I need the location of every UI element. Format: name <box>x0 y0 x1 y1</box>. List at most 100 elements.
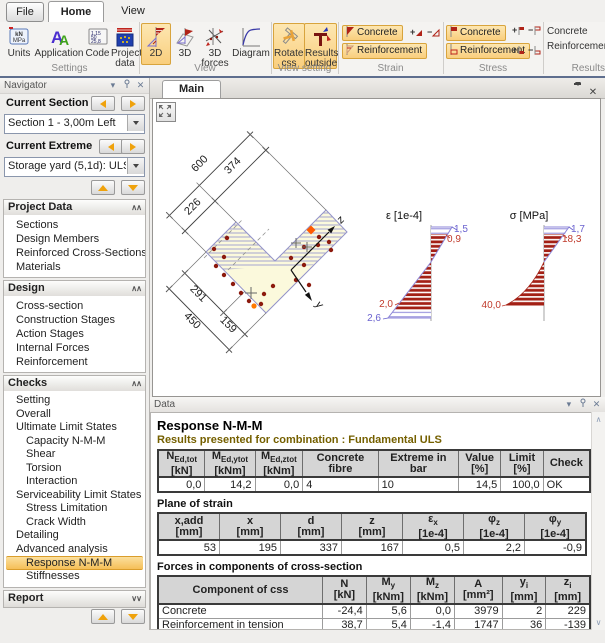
results-reinforcement-label[interactable]: Reinforcement <box>547 41 605 52</box>
cross-section-drawing: 600 374 226 291 159 450 <box>165 131 585 354</box>
stress-concrete-button[interactable]: Concrete <box>446 25 506 41</box>
stress-remove-bottom-icon[interactable]: − <box>526 44 541 58</box>
ribbon-group-view: 2D 3D 3D forces Diagram View <box>139 22 272 74</box>
units-button[interactable]: kN MPa Units <box>3 23 35 65</box>
group-label-view-setting: View setting <box>277 63 332 74</box>
panel-menu-icon[interactable]: ▾ <box>110 80 116 90</box>
table-row: Reinforcement in tension 38,7 5,4 -1,4 1747 3… <box>157 617 591 629</box>
navgroup-checks[interactable]: Checks ∧∧ <box>3 375 146 393</box>
nav-item-detailing[interactable]: Detailing <box>16 529 59 541</box>
view-2d-button[interactable]: 2D <box>141 23 171 65</box>
collapse-icon[interactable]: ∧∧ <box>131 203 142 212</box>
col-z: z [mm] <box>341 512 403 542</box>
nav-item-response-nmm[interactable]: Response N-M-M <box>6 556 143 570</box>
data-scrollbar[interactable]: ∧ ∨ <box>591 412 605 630</box>
scroll-down-icon[interactable]: ∨ <box>595 618 602 627</box>
close-icon[interactable]: ✕ <box>592 399 601 409</box>
results-subtitle: Results presented for combination : Fund… <box>157 434 442 446</box>
col-yi: yi [mm] <box>501 575 547 605</box>
svg-text:−: − <box>528 25 533 35</box>
dim-291: 291 <box>187 283 208 304</box>
view-3d-button[interactable]: 3D <box>171 23 199 65</box>
nav-item-stress-limitation[interactable]: Stress Limitation <box>26 502 108 514</box>
nav-item-interaction[interactable]: Interaction <box>26 475 78 487</box>
navgroup-report[interactable]: Report ∨∨ <box>3 590 146 608</box>
stress-reinforcement-button[interactable]: Reinforcement <box>446 43 531 59</box>
prev-section-button[interactable] <box>90 96 115 111</box>
nav-item-advanced-analysis[interactable]: Advanced analysis <box>16 542 108 555</box>
current-extreme-select[interactable]: Storage yard (5,1d): ULS Fundar <box>4 157 145 177</box>
col-mz: Mz [kNm] <box>409 575 455 605</box>
extension-lines-left <box>166 251 267 353</box>
collapse-icon[interactable]: ∧∧ <box>131 379 142 388</box>
combo-arrow-icon[interactable] <box>127 115 144 131</box>
pin-icon[interactable] <box>121 79 132 90</box>
group-label-results: Results <box>571 63 605 74</box>
strain-concrete-button[interactable]: Concrete <box>342 25 403 41</box>
project-data-button[interactable]: Project data <box>110 23 142 69</box>
tab-view[interactable]: View <box>121 5 145 17</box>
drawing-canvas[interactable]: 600 374 226 291 159 450 <box>152 98 601 397</box>
stress-add-bottom-icon[interactable]: + <box>510 44 525 58</box>
results-concrete-label[interactable]: Concrete <box>547 26 588 37</box>
close-icon[interactable]: ✕ <box>588 87 598 98</box>
nav-item-shear[interactable]: Shear <box>26 448 56 460</box>
plane-of-strain-table: x,add [mm] x [mm] d [mm] z [mm] εx [1e-4] φz[… <box>157 512 587 557</box>
nav-item-reinforced-cross-sections[interactable]: Reinforced Cross-Sections <box>16 247 145 259</box>
stress-bottom-value: 40,0 <box>482 300 502 311</box>
nav-item-sections[interactable]: Sections <box>16 219 59 231</box>
strain-top-inner-value: 0,9 <box>447 234 461 245</box>
extreme-down-button[interactable] <box>121 180 145 195</box>
nav-item-materials[interactable]: Materials <box>16 261 61 273</box>
next-section-button[interactable] <box>121 96 145 111</box>
collapse-icon[interactable]: ∧∧ <box>131 284 142 293</box>
pin-icon[interactable] <box>577 398 588 409</box>
window-position-icon[interactable] <box>572 82 584 98</box>
strain-remove-icon[interactable]: − <box>425 26 440 40</box>
nav-item-internal-forces[interactable]: Internal Forces <box>16 342 90 354</box>
data-panel: Data ▾ ✕ Response N-M-M Results presente… <box>150 397 605 630</box>
nav-item-stiffnesses[interactable]: Stiffnesses <box>26 570 80 582</box>
col-d: d [mm] <box>280 512 342 542</box>
nav-item-serviceability-limit-states[interactable]: Serviceability Limit States <box>16 488 142 501</box>
prev-extreme-button[interactable] <box>99 139 123 154</box>
nav-item-torsion[interactable]: Torsion <box>26 461 62 474</box>
nav-item-reinforcement[interactable]: Reinforcement <box>16 356 88 368</box>
panel-menu-icon[interactable]: ▾ <box>566 399 572 409</box>
nav-item-action-stages[interactable]: Action Stages <box>16 328 84 340</box>
view-3d-forces-button[interactable]: 3D forces <box>197 23 233 69</box>
stress-add-top-icon[interactable]: + <box>510 24 525 38</box>
tab-main[interactable]: Main <box>162 80 222 98</box>
nav-item-overall[interactable]: Overall <box>16 407 51 420</box>
tab-home[interactable]: Home <box>48 1 104 23</box>
nav-item-design-members[interactable]: Design Members <box>16 233 100 245</box>
nav-item-setting[interactable]: Setting <box>16 394 51 406</box>
current-section-select[interactable]: Section 1 - 3,00m Left <box>4 114 145 134</box>
navigator-panel: Navigator ▾ ✕ Current Section Section 1 … <box>0 78 150 630</box>
strain-reinforcement-button[interactable]: Reinforcement <box>342 43 428 59</box>
nav-item-cross-section[interactable]: Cross-section <box>16 300 84 312</box>
zoom-fit-button[interactable] <box>156 102 176 122</box>
view-diagram-button[interactable]: Diagram <box>231 23 271 65</box>
next-extreme-button[interactable] <box>121 139 145 154</box>
close-icon[interactable]: ✕ <box>136 80 145 90</box>
results-outside-button[interactable]: Results outside <box>304 23 338 69</box>
nav-item-capacity-nmm[interactable]: Capacity N-M-M <box>26 434 106 447</box>
tab-file[interactable]: File <box>6 2 44 22</box>
nav-up-button[interactable] <box>90 609 115 624</box>
code-button[interactable]: 1,15 50 25,8 Code <box>83 23 112 65</box>
stress-remove-top-icon[interactable]: − <box>526 24 541 38</box>
extreme-up-button[interactable] <box>90 180 115 195</box>
expand-icon[interactable]: ∨∨ <box>131 594 142 603</box>
combo-arrow-icon[interactable] <box>127 158 144 174</box>
project-data-items: Sections Design Members Reinforced Cross… <box>3 215 146 278</box>
strain-add-icon[interactable]: + <box>408 26 423 40</box>
strain-top-outer-value: 1,5 <box>454 224 468 235</box>
nav-item-crack-width[interactable]: Crack Width <box>26 515 86 528</box>
section-prev-next <box>88 96 145 111</box>
nav-item-construction-stages[interactable]: Construction Stages <box>16 314 116 326</box>
nav-down-button[interactable] <box>121 609 145 624</box>
scroll-up-icon[interactable]: ∧ <box>595 415 602 424</box>
nav-item-ultimate-limit-states[interactable]: Ultimate Limit States <box>16 421 117 433</box>
